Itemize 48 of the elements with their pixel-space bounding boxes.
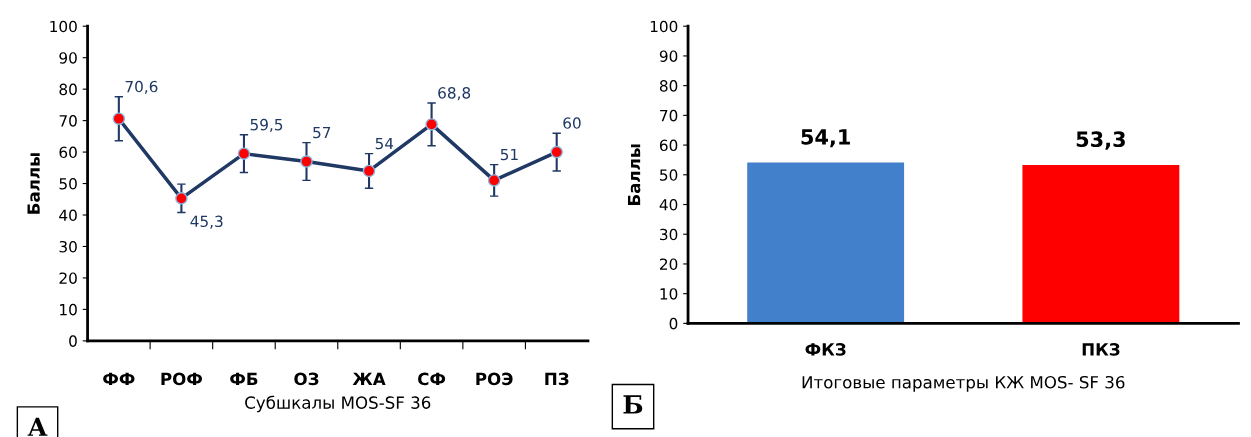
y-tick-label: 40 — [659, 198, 678, 211]
x-tick-label: ЖА — [352, 372, 386, 385]
y-tick-label: 50 — [59, 178, 77, 190]
y-tick-label: 10 — [60, 303, 77, 316]
x-tick-label: РОФ — [161, 372, 203, 386]
y-tick-label: 40 — [59, 209, 77, 222]
x-tick-label: ФФ — [103, 372, 135, 385]
y-tick-label: 80 — [59, 83, 77, 96]
x-axis-title: Итоговые параметры КЖ MOS- SF 36 — [802, 375, 1125, 392]
x-tick-label: РОЭ — [476, 372, 513, 386]
y-tick-label: 0 — [69, 335, 77, 347]
data-label: 51 — [500, 148, 518, 161]
x-tick-label: ПКЗ — [1082, 343, 1120, 356]
data-label: 70,6 — [125, 80, 158, 94]
y-tick-label: 20 — [660, 258, 678, 270]
text: Б — [623, 395, 643, 414]
x-tick-label: ПЗ — [545, 372, 569, 386]
y-tick-label: 30 — [660, 228, 678, 241]
data-label: 45,3 — [190, 215, 223, 229]
data-label: 60 — [563, 117, 581, 129]
data-label: 54,1 — [801, 129, 850, 148]
text: А — [27, 417, 48, 436]
x-tick-label: ФБ — [230, 372, 258, 385]
y-tick-label: 90 — [59, 52, 77, 64]
y-tick-label: 60 — [59, 146, 77, 159]
y-tick-label: 70 — [660, 109, 678, 122]
data-label: 54 — [375, 137, 394, 150]
y-tick-label: 70 — [59, 115, 77, 127]
y-tick-label: 10 — [660, 288, 678, 300]
y-axis-title: Баллы — [27, 153, 40, 214]
y-tick-label: 100 — [650, 20, 678, 33]
x-tick-label: ОЗ — [294, 372, 319, 386]
data-label: 57 — [313, 126, 331, 139]
y-tick-label: 0 — [669, 317, 678, 330]
x-tick-label: ФКЗ — [805, 343, 846, 356]
y-tick-label: 90 — [659, 50, 678, 62]
x-tick-label: СФ — [418, 372, 446, 386]
y-tick-label: 50 — [660, 169, 678, 181]
y-tick-label: 80 — [659, 80, 678, 92]
data-label: 53,3 — [1076, 131, 1125, 150]
y-tick-label: 20 — [59, 272, 77, 284]
y-tick-label: 60 — [659, 139, 678, 152]
y-axis-title: Баллы — [627, 144, 641, 205]
data-label: 59,5 — [250, 118, 283, 132]
y-tick-label: 100 — [50, 20, 77, 33]
data-label: 68,8 — [438, 87, 471, 101]
x-axis-title: Субшкалы MOS-SF 36 — [245, 395, 431, 413]
y-tick-label: 30 — [59, 240, 77, 253]
